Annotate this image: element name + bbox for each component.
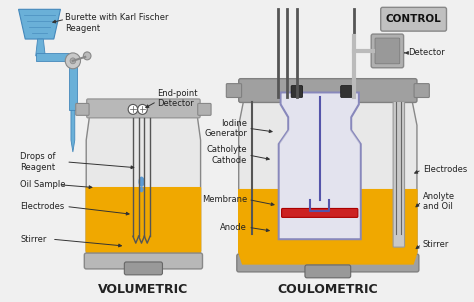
FancyBboxPatch shape [226,84,242,98]
FancyBboxPatch shape [371,34,403,68]
FancyBboxPatch shape [198,104,211,115]
Text: Membrane: Membrane [202,195,247,204]
FancyBboxPatch shape [273,94,283,104]
Text: Anolyte
and Oil: Anolyte and Oil [423,192,455,211]
Polygon shape [86,112,201,261]
Text: Stirrer: Stirrer [423,239,449,249]
Text: VOLUMETRIC: VOLUMETRIC [98,283,189,296]
Circle shape [70,58,76,64]
Polygon shape [18,9,61,39]
Text: Catholyte
Cathode: Catholyte Cathode [207,145,247,165]
FancyBboxPatch shape [87,99,200,118]
Text: CONTROL: CONTROL [385,14,441,24]
FancyBboxPatch shape [239,79,417,102]
Polygon shape [279,92,361,239]
FancyBboxPatch shape [76,104,89,115]
FancyBboxPatch shape [237,254,419,272]
Polygon shape [36,53,73,61]
Text: Detector: Detector [409,48,445,57]
FancyBboxPatch shape [291,85,302,98]
Polygon shape [239,97,417,264]
Circle shape [137,104,147,114]
FancyBboxPatch shape [283,94,292,104]
Polygon shape [69,56,77,110]
Polygon shape [86,188,201,261]
Ellipse shape [140,188,143,192]
FancyBboxPatch shape [381,7,447,31]
Text: End-point
Detector: End-point Detector [157,89,197,108]
Text: Drops of
Reagent: Drops of Reagent [20,152,56,172]
Text: Oil Sample: Oil Sample [20,180,66,189]
Text: Anode: Anode [220,223,247,232]
FancyBboxPatch shape [341,85,352,98]
FancyBboxPatch shape [375,38,400,64]
Polygon shape [71,110,75,152]
FancyBboxPatch shape [124,262,163,275]
Circle shape [65,53,81,69]
Polygon shape [36,39,45,56]
Text: Electrodes: Electrodes [20,202,65,211]
Circle shape [83,52,91,60]
FancyBboxPatch shape [84,253,202,269]
Ellipse shape [139,177,144,186]
Text: Stirrer: Stirrer [20,235,47,244]
FancyBboxPatch shape [282,208,358,217]
FancyBboxPatch shape [393,101,404,247]
FancyBboxPatch shape [414,84,429,98]
Text: Electrodes: Electrodes [423,165,467,174]
Text: COULOMETRIC: COULOMETRIC [277,283,378,296]
Polygon shape [280,94,360,238]
Circle shape [128,104,137,114]
Polygon shape [239,190,417,264]
Text: Iodine
Generator: Iodine Generator [204,118,247,138]
Text: Burette with Karl Fischer
Reagent: Burette with Karl Fischer Reagent [65,13,169,33]
FancyBboxPatch shape [305,265,351,278]
